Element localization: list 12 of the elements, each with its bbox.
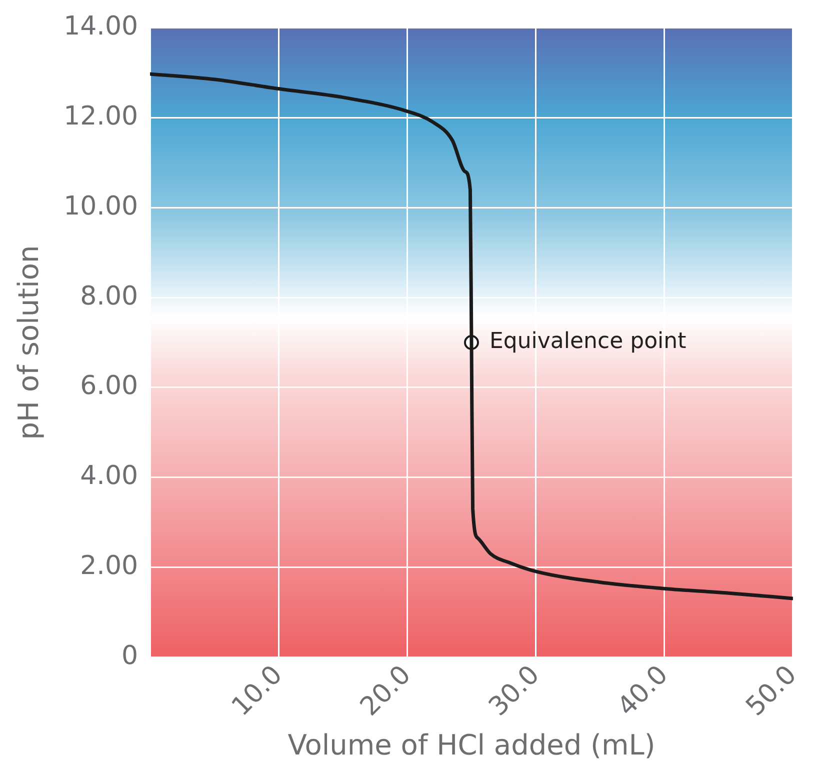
x-axis-title: Volume of HCl added (mL) [288,728,656,762]
y-axis-title: pH of solution [12,245,46,440]
y-tick-label: 12.00 [64,101,138,132]
y-tick-label: 4.00 [80,461,138,492]
y-tick-label: 0 [121,641,138,672]
annotation: Equivalence point [489,329,687,354]
y-tick-label: 2.00 [80,551,138,582]
y-tick-label: 14.00 [64,11,138,42]
y-tick-label: 6.00 [80,371,138,402]
line-series [150,72,793,600]
y-tick-label: 10.00 [64,191,138,222]
y-tick-label: 8.00 [80,281,138,312]
